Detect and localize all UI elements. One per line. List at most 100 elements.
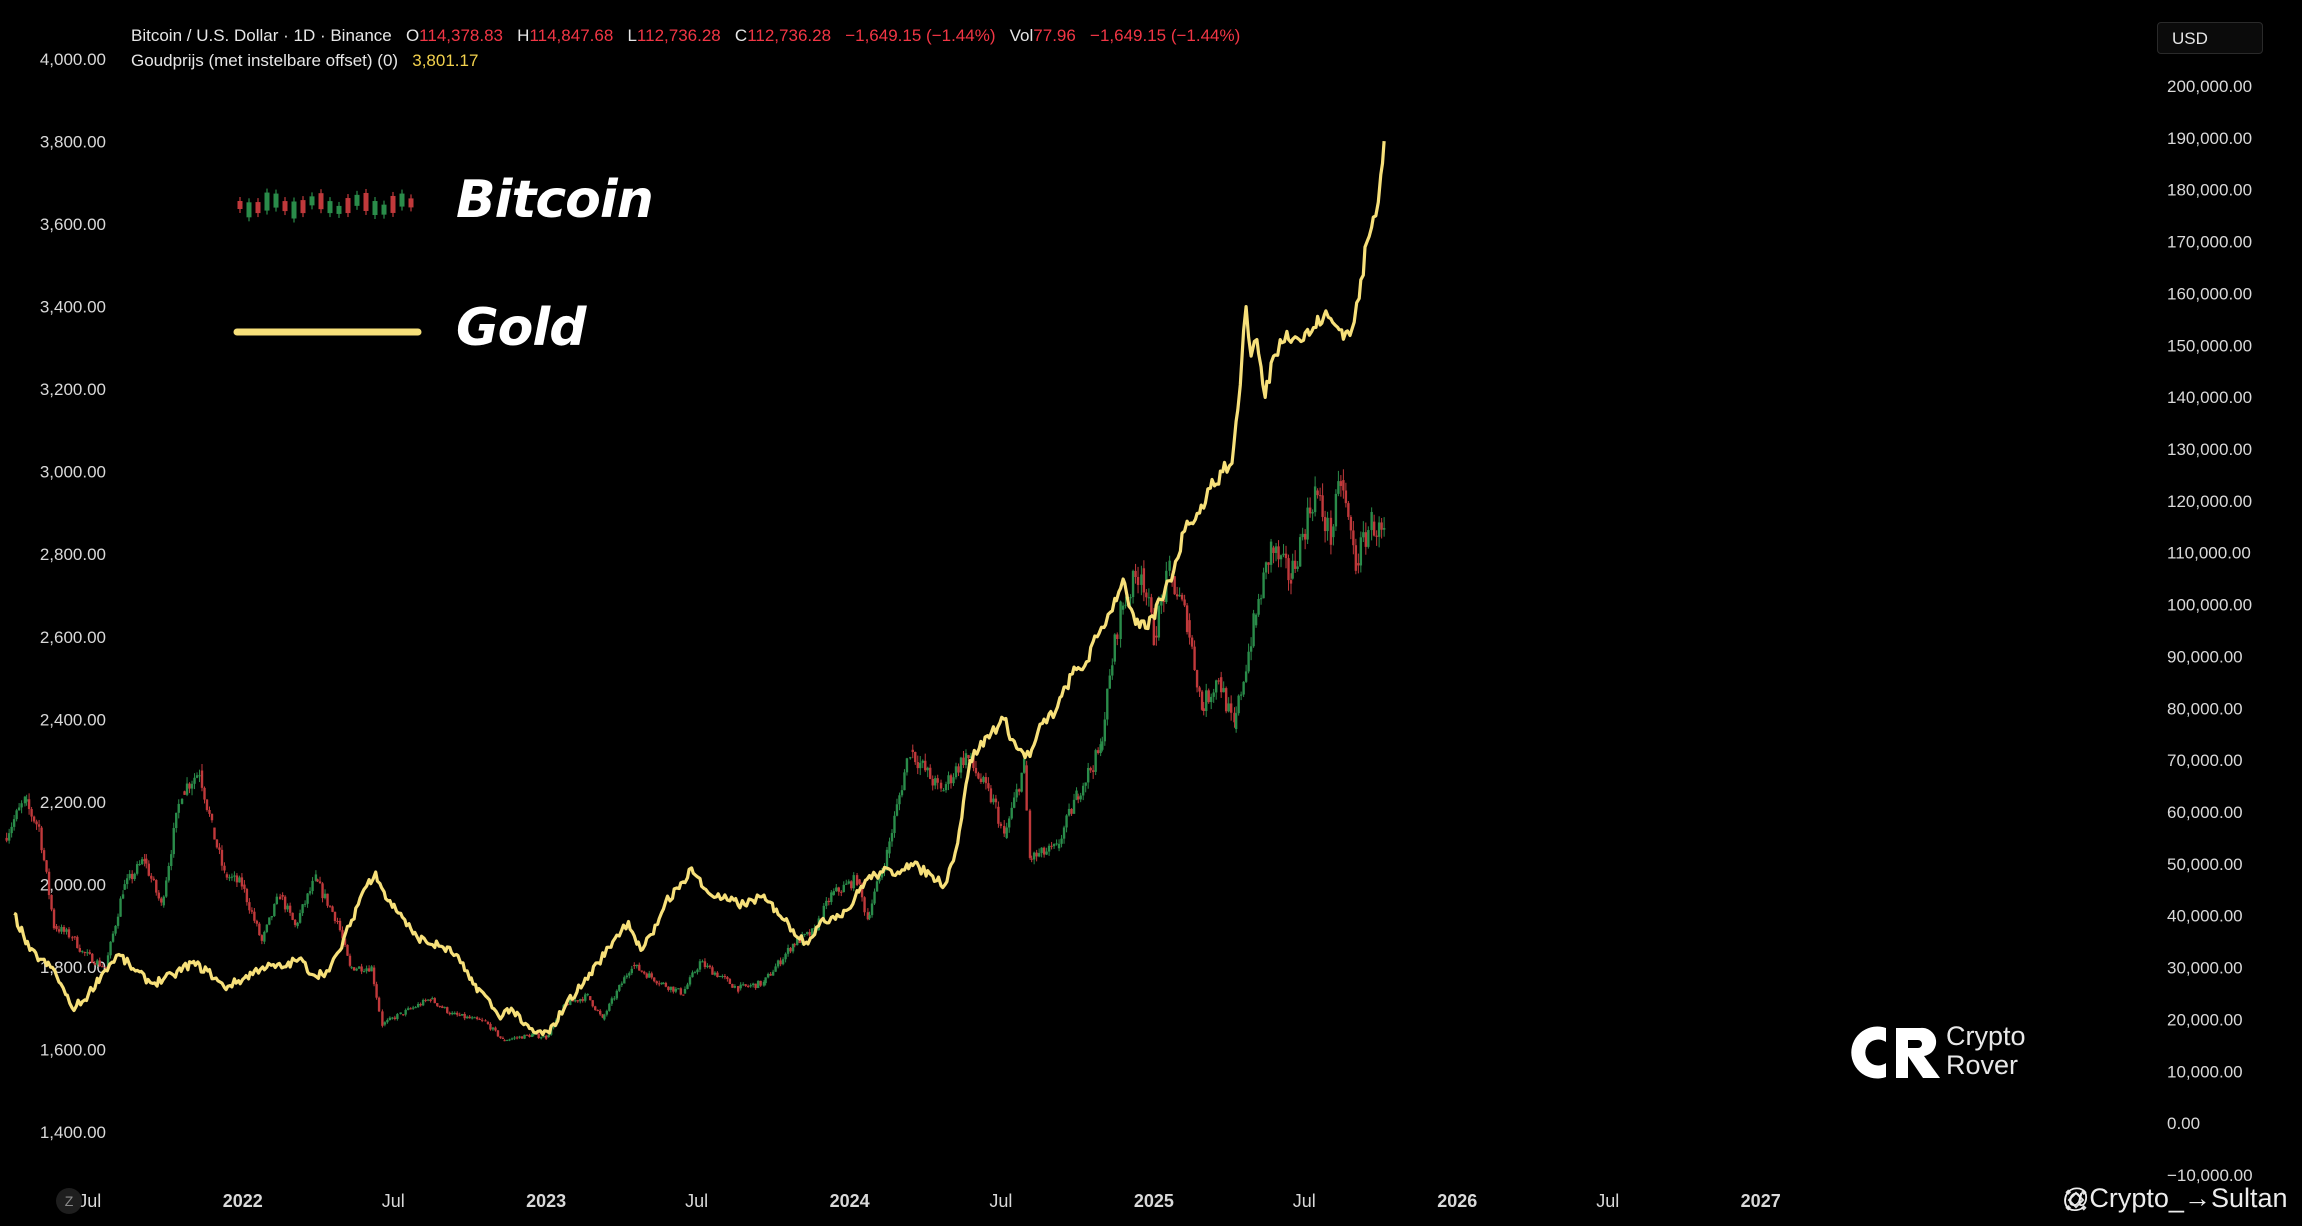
time-axis[interactable]: Jul 2022 Jul 2023 Jul 2024 Jul 2025 Jul 2026 Jul 20… (78, 1191, 1780, 1211)
bitcoin-candle (147, 860, 151, 877)
bitcoin-candle (518, 1035, 521, 1039)
bitcoin-candle (1180, 592, 1184, 602)
bitcoin-candle (228, 874, 231, 882)
bitcoin-candle (57, 925, 61, 934)
bitcoin-candle (1380, 517, 1383, 539)
bitcoin-candle (510, 1037, 514, 1041)
bitcoin-candle (406, 1006, 410, 1011)
time-axis-tick-label: 2027 (1741, 1191, 1781, 1211)
bitcoin-candle (323, 889, 327, 900)
bitcoin-candle (957, 763, 960, 777)
bitcoin-candle (952, 773, 955, 787)
time-axis-tick-label: 2023 (526, 1191, 566, 1211)
bitcoin-candle (288, 902, 292, 916)
bitcoin-candle (67, 927, 71, 939)
bitcoin-candle (1244, 664, 1248, 684)
bitcoin-candle (759, 980, 762, 987)
bitcoin-candle (786, 944, 790, 957)
bitcoin-candle (1332, 524, 1335, 546)
author-credit[interactable]: @Crypto_→Sultan (2062, 1183, 2288, 1213)
right-axis-tick-label: 40,000.00 (2167, 907, 2243, 926)
right-axis-tick-label: 170,000.00 (2167, 233, 2252, 252)
bitcoin-candle (537, 1031, 540, 1039)
bitcoin-candle (155, 879, 158, 896)
bitcoin-candle (909, 756, 912, 760)
bitcoin-candle (706, 963, 709, 969)
bitcoin-candle (162, 895, 165, 908)
bitcoin-candle (847, 879, 850, 885)
bitcoin-candle (1173, 575, 1176, 595)
bitcoin-candle (1349, 515, 1353, 540)
bitcoin-candle (698, 959, 702, 973)
bitcoin-candle (1267, 562, 1270, 574)
bitcoin-candle (448, 1011, 451, 1016)
bitcoin-candle (441, 1005, 444, 1009)
bitcoin-candle (528, 1033, 531, 1038)
bitcoin-candle (825, 897, 828, 910)
bitcoin-candle (944, 781, 948, 793)
bitcoin-candle (1003, 820, 1006, 838)
bitcoin-candle (157, 890, 160, 901)
bitcoin-candle (870, 899, 874, 918)
bitcoin-candle (645, 972, 648, 979)
bitcoin-candle (240, 873, 244, 890)
indicator-title[interactable]: Goudprijs (met instelbare offset) (0) (131, 51, 399, 70)
bitcoin-candle (213, 827, 216, 840)
bitcoin-candle (499, 1036, 502, 1039)
bitcoin-candle (45, 859, 48, 874)
bitcoin-candle (175, 812, 178, 833)
symbol-title[interactable]: Bitcoin / U.S. Dollar · 1D · Binance (131, 26, 392, 45)
bitcoin-candle (1028, 808, 1032, 860)
bitcoin-candle (1259, 594, 1263, 605)
bitcoin-candle (1119, 600, 1122, 648)
bitcoin-candle (465, 1015, 469, 1019)
bitcoin-candle (934, 775, 937, 790)
bitcoin-candle (436, 1002, 439, 1008)
bitcoin-candle (1227, 697, 1230, 713)
bitcoin-candle (357, 966, 361, 969)
bitcoin-candle (233, 871, 236, 882)
bitcoin-candle (875, 877, 879, 892)
bitcoin-candle (1284, 545, 1288, 569)
bitcoin-candle (1150, 593, 1153, 617)
bitcoin-candle (581, 996, 584, 1003)
bitcoin-candle (1308, 497, 1312, 518)
bitcoin-candle (1162, 599, 1166, 613)
bitcoin-candle (42, 847, 46, 862)
bitcoin-candle (193, 773, 196, 790)
bitcoin-candle (638, 962, 641, 971)
bitcoin-candle (188, 782, 191, 794)
bitcoin-candle (926, 766, 929, 778)
bitcoin-candle (47, 868, 51, 900)
bitcoin-candle (348, 953, 352, 968)
bitcoin-candle (12, 814, 16, 831)
bitcoin-candle (7, 828, 11, 844)
bitcoin-candle (190, 780, 194, 796)
bitcoin-candle (10, 822, 13, 838)
bitcoin-candle (1008, 816, 1011, 833)
currency-button[interactable]: USD (2157, 22, 2263, 54)
right-price-axis[interactable]: −10,000.00 0.00 10,000.00 20,000.00 30,000.0… (2167, 77, 2253, 1185)
bitcoin-candle (451, 1011, 454, 1016)
bitcoin-candle (248, 898, 251, 914)
bitcoin-candle (338, 918, 342, 932)
bitcoin-candle (386, 1018, 389, 1024)
bitcoin-candle (1229, 695, 1233, 721)
bitcoin-candle (152, 876, 155, 881)
z-button[interactable]: Z (56, 1188, 82, 1214)
bitcoin-candle (623, 975, 626, 984)
bitcoin-candle (947, 771, 950, 791)
bitcoin-candle (683, 986, 687, 994)
bitcoin-candle (1155, 626, 1158, 646)
bitcoin-candle (1321, 483, 1324, 522)
bitcoin-candle (86, 949, 89, 956)
bitcoin-candle (316, 878, 319, 883)
bitcoin-candle (608, 1002, 611, 1012)
bitcoin-candle (736, 985, 740, 994)
bitcoin-candle (1091, 765, 1095, 779)
bitcoin-candle (974, 761, 978, 777)
bitcoin-candle (1339, 475, 1343, 497)
bitcoin-candle (281, 892, 284, 901)
bitcoin-candle (1075, 787, 1078, 801)
